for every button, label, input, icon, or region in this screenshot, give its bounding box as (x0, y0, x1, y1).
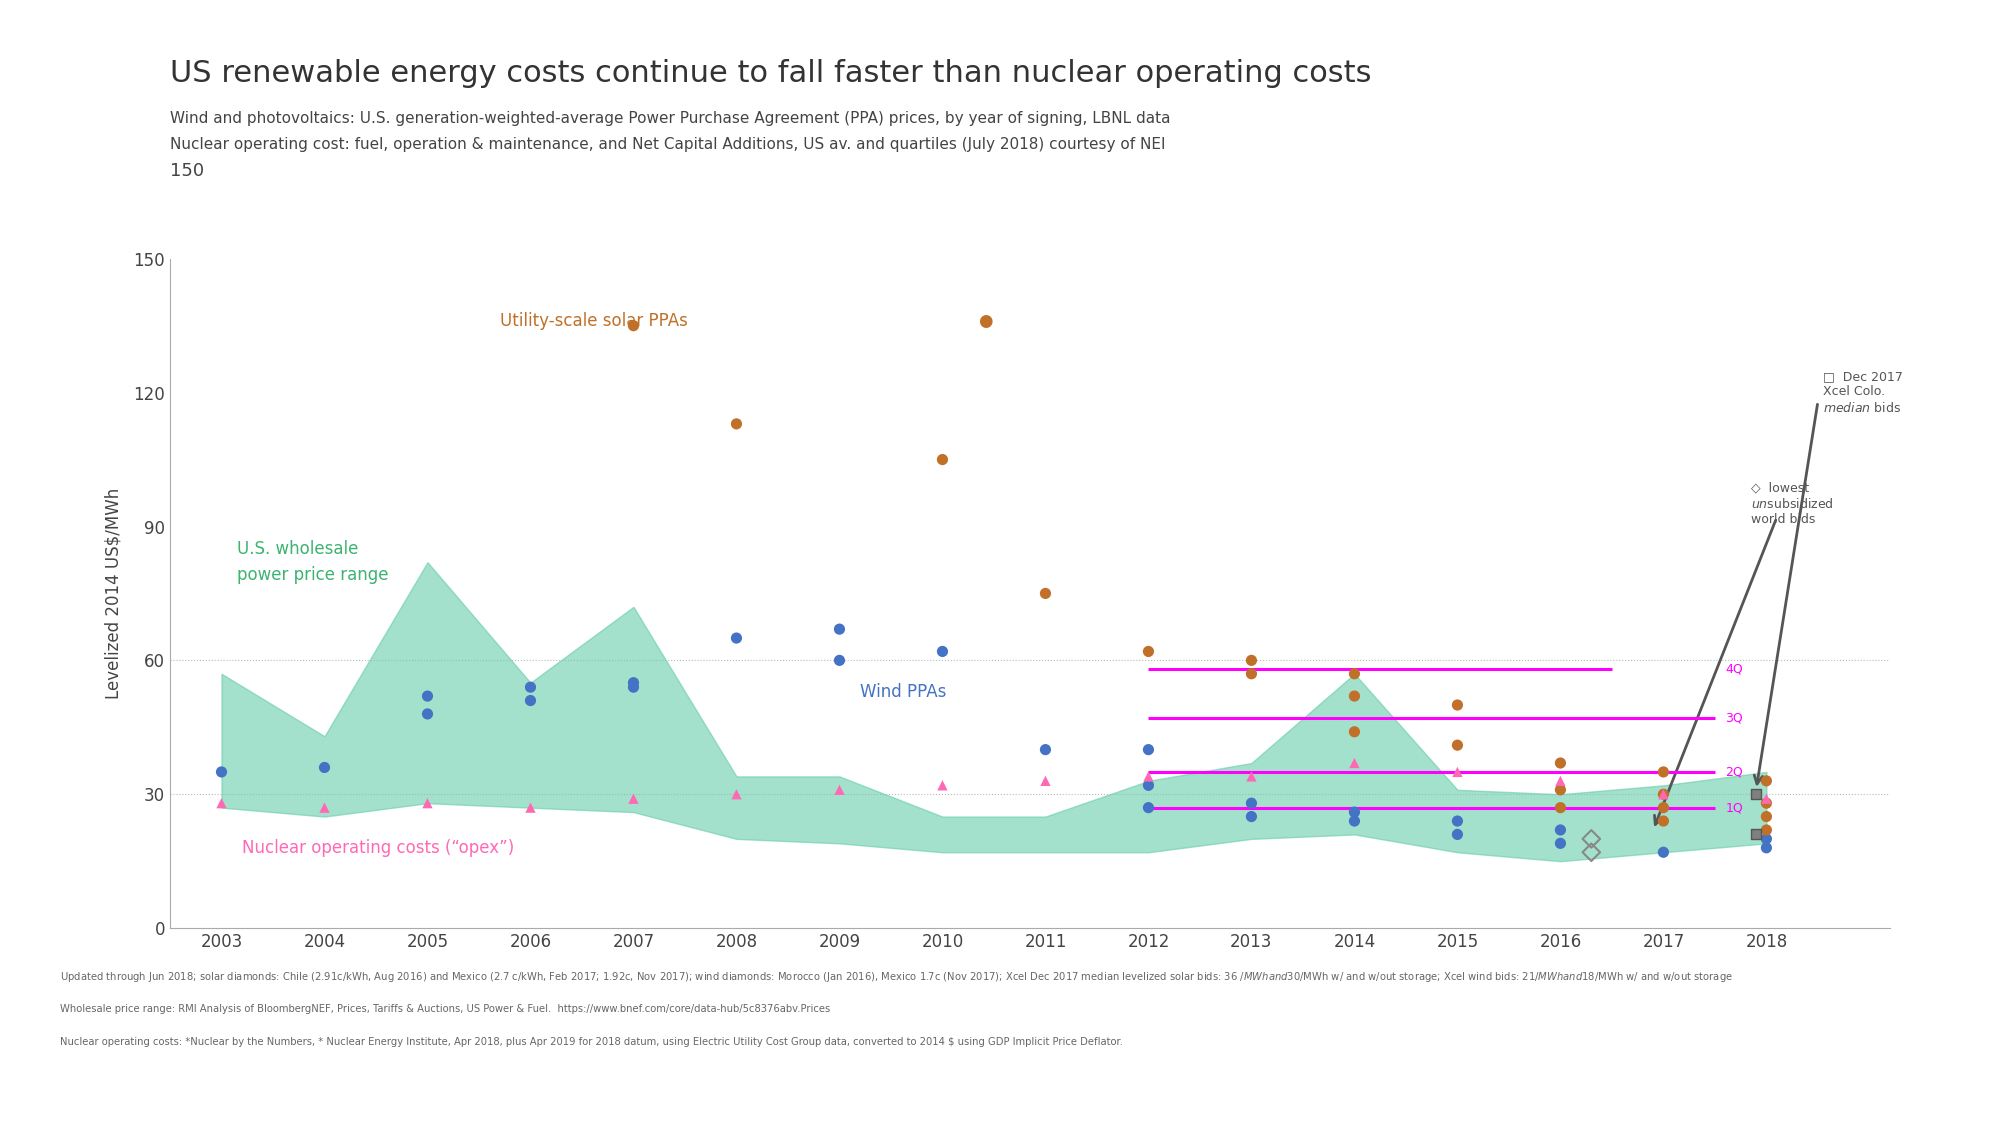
Point (824, 651, 856, 669)
Text: □  Dec 2017
Xcel Colo.
$\mathit{median}$ bids: □ Dec 2017 Xcel Colo. $\mathit{median}$ … (1824, 370, 1902, 414)
Point (308, 799, 340, 817)
Point (1750, 821, 1782, 839)
Point (1030, 740, 1062, 758)
Point (1338, 722, 1370, 740)
Point (926, 776, 958, 794)
Text: ◇  lowest
$\mathit{un}$subsidized
world bids: ◇ lowest $\mathit{un}$subsidized world b… (1750, 482, 1834, 526)
Point (1338, 803, 1370, 821)
Point (1442, 763, 1474, 781)
Point (514, 799, 546, 817)
Point (1740, 785, 1772, 803)
Point (618, 317, 650, 335)
Point (1544, 772, 1576, 790)
Point (1030, 772, 1062, 790)
Point (412, 794, 444, 812)
Text: ●: ● (978, 313, 994, 331)
Point (1236, 665, 1268, 683)
Point (1750, 808, 1782, 826)
Point (206, 763, 238, 781)
Point (412, 687, 444, 705)
Point (308, 758, 340, 776)
Y-axis label: Levelized 2014 US$/MWh: Levelized 2014 US$/MWh (104, 488, 122, 699)
Point (618, 674, 650, 692)
Point (1648, 785, 1680, 803)
Point (1132, 642, 1164, 660)
Point (1544, 821, 1576, 839)
Point (1030, 585, 1062, 603)
Point (1338, 812, 1370, 830)
Point (1338, 687, 1370, 705)
Point (1750, 790, 1782, 808)
Text: Wholesale price range: RMI Analysis of BloombergNEF, Prices, Tariffs & Auctions,: Wholesale price range: RMI Analysis of B… (60, 1004, 830, 1014)
Point (1132, 776, 1164, 794)
Point (824, 620, 856, 638)
Point (1544, 781, 1576, 799)
Point (1544, 754, 1576, 772)
Text: U.S. wholesale
power price range: U.S. wholesale power price range (236, 540, 388, 584)
Point (1132, 799, 1164, 817)
Text: Nuclear operating costs (“opex”): Nuclear operating costs (“opex”) (242, 839, 514, 857)
Point (1442, 812, 1474, 830)
Point (618, 678, 650, 696)
Point (1236, 794, 1268, 812)
Point (1236, 767, 1268, 785)
Point (824, 781, 856, 799)
Point (1576, 830, 1608, 848)
Point (1442, 826, 1474, 844)
Text: Nuclear operating cost: fuel, operation & maintenance, and Net Capital Additions: Nuclear operating cost: fuel, operation … (170, 136, 1166, 152)
Point (1648, 812, 1680, 830)
Text: Nuclear operating costs: *Nuclear by the Numbers, * Nuclear Energy Institute, Ap: Nuclear operating costs: *Nuclear by the… (60, 1037, 1124, 1047)
Text: Wind PPAs: Wind PPAs (860, 683, 946, 701)
Point (1576, 844, 1608, 862)
Point (1132, 767, 1164, 785)
Point (720, 629, 752, 647)
Text: Utility-scale solar PPAs: Utility-scale solar PPAs (500, 313, 698, 331)
Point (1132, 740, 1164, 758)
Text: 1Q: 1Q (1726, 801, 1742, 814)
Point (1648, 763, 1680, 781)
Point (720, 415, 752, 433)
Point (1338, 665, 1370, 683)
Point (1338, 754, 1370, 772)
Point (412, 705, 444, 723)
Point (1544, 799, 1576, 817)
Point (1648, 785, 1680, 803)
Point (1750, 794, 1782, 812)
Point (514, 678, 546, 696)
Point (926, 450, 958, 468)
Text: 3Q: 3Q (1726, 712, 1742, 724)
Point (1750, 839, 1782, 857)
Point (1544, 835, 1576, 853)
Text: 4Q: 4Q (1726, 663, 1742, 676)
Point (1750, 830, 1782, 848)
Point (514, 692, 546, 710)
Point (1442, 736, 1474, 754)
Point (1648, 844, 1680, 862)
Point (1236, 808, 1268, 826)
Text: Updated through Jun 2018; solar diamonds: Chile (2.91c/kWh, Aug 2016) and Mexico: Updated through Jun 2018; solar diamonds… (60, 970, 1732, 983)
Point (1442, 696, 1474, 714)
Point (1750, 772, 1782, 790)
Text: Wind and photovoltaics: U.S. generation-weighted-average Power Purchase Agreemen: Wind and photovoltaics: U.S. generation-… (170, 110, 1170, 126)
Point (206, 794, 238, 812)
Text: 2Q: 2Q (1726, 765, 1742, 778)
Point (926, 642, 958, 660)
Point (1236, 651, 1268, 669)
Point (1740, 826, 1772, 844)
Point (1648, 799, 1680, 817)
Text: US renewable energy costs continue to fall faster than nuclear operating costs: US renewable energy costs continue to fa… (170, 58, 1372, 88)
Point (618, 790, 650, 808)
Point (720, 785, 752, 803)
Text: 150: 150 (170, 162, 204, 180)
